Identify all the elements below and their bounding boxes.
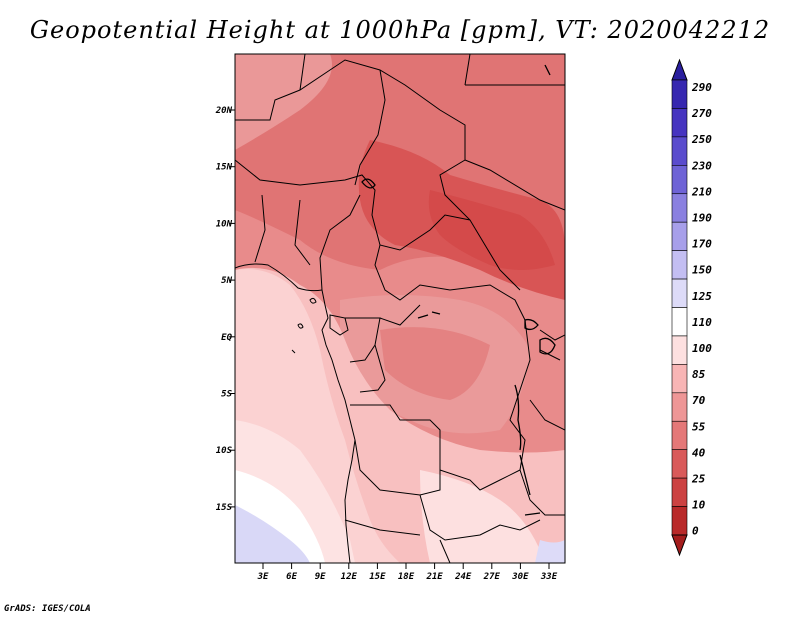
- colorbar-label: 170: [692, 238, 712, 251]
- colorbar-segment: [671, 165, 688, 195]
- colorbar-segment: [671, 278, 688, 308]
- lat-tick-label: 15N: [216, 163, 233, 173]
- colorbar-segment: [671, 250, 688, 280]
- country-borders: [235, 54, 565, 563]
- shaded-field-mid: [380, 327, 490, 400]
- colorbar-label: 25: [691, 473, 706, 486]
- lon-tick-label: 12E: [341, 572, 358, 582]
- colorbar-label: 85: [692, 368, 706, 381]
- colorbar-label: 150: [692, 264, 712, 277]
- colorbar-segment: [671, 221, 688, 251]
- colorbar-segment: [671, 477, 688, 507]
- lon-tick-label: 21E: [425, 572, 443, 582]
- shaded-field-blue: [235, 505, 310, 563]
- colorbar-segment: [671, 307, 688, 337]
- colorbar-label: 55: [692, 420, 706, 433]
- map-panel: [235, 54, 565, 563]
- colorbar-segment: [671, 392, 688, 422]
- lat-tick-label: 5S: [221, 390, 232, 400]
- lon-tick-label: 24E: [454, 572, 472, 582]
- colorbar-segment: [671, 193, 688, 223]
- grads-credit: GrADS: IGES/COLA: [4, 604, 91, 614]
- colorbar-label: 250: [691, 133, 712, 146]
- colorbar-label: 0: [692, 525, 699, 538]
- lon-tick-label: 33E: [540, 572, 558, 582]
- lat-tick-label: 10N: [216, 219, 233, 229]
- lat-tick-label: 10S: [216, 446, 233, 456]
- shaded-field-se-light: [420, 470, 545, 563]
- lon-tick-label: 30E: [511, 572, 529, 582]
- colorbar-label: 270: [691, 107, 712, 120]
- map-frame: [234, 53, 566, 564]
- longitude-axis: 3E 6E 9E 12E 15E 18E 21E 24E 27E 30E 33E: [257, 563, 558, 582]
- lakes: [361, 64, 556, 516]
- shaded-field-nw: [235, 54, 332, 150]
- colorbar-label: 230: [691, 159, 712, 172]
- colorbar-segment: [671, 136, 688, 166]
- colorbar-label: 40: [692, 446, 706, 459]
- islands: [291, 297, 317, 354]
- colorbar-segment: [671, 449, 688, 479]
- lat-tick-label: 15S: [216, 503, 233, 513]
- lon-tick-label: 27E: [483, 572, 501, 582]
- colorbar-label: 190: [692, 212, 712, 225]
- colorbar-segment: [671, 506, 688, 536]
- lat-tick-label: 5N: [221, 276, 232, 286]
- colorbar-segment: [671, 420, 688, 450]
- map-title: Geopotential Height at 1000hPa [gpm], VT…: [29, 16, 771, 44]
- colorbar-label: 100: [692, 342, 712, 355]
- colorbar-segment: [671, 364, 688, 394]
- colorbar-segment: [671, 335, 688, 365]
- lon-tick-label: 15E: [369, 572, 386, 582]
- colorbar-label: 70: [692, 394, 706, 407]
- colorbar-label: 110: [692, 316, 712, 329]
- latitude-axis: 20N 15N 10N 5N EQ 5S 10S 15S: [215, 106, 235, 513]
- colorbar-segment: [671, 108, 688, 138]
- colorbar-label: 10: [692, 499, 706, 512]
- colorbar: 2902702502302101901701501251101008570554…: [671, 58, 712, 557]
- lon-tick-label: 6E: [286, 572, 297, 582]
- colorbar-label: 210: [691, 185, 712, 198]
- lon-tick-label: 9E: [315, 572, 326, 582]
- lon-tick-label: 3E: [257, 572, 269, 582]
- colorbar-bottom-arrow: [671, 534, 688, 557]
- colorbar-top-arrow: [671, 58, 688, 81]
- shaded-field-se-blue: [535, 540, 565, 563]
- colorbar-segment: [671, 79, 688, 109]
- lon-tick-label: 18E: [398, 572, 415, 582]
- colorbar-label: 290: [691, 81, 712, 94]
- colorbar-label: 125: [692, 290, 712, 303]
- lat-tick-label: EQ: [221, 333, 232, 343]
- lat-tick-label: 20N: [215, 106, 233, 116]
